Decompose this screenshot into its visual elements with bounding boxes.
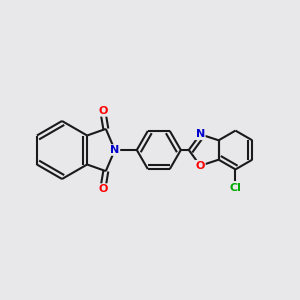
Text: Cl: Cl bbox=[230, 183, 242, 194]
Text: N: N bbox=[196, 129, 205, 139]
Text: O: O bbox=[196, 161, 205, 171]
Text: O: O bbox=[98, 184, 107, 194]
Text: O: O bbox=[98, 106, 107, 116]
Text: N: N bbox=[110, 145, 119, 155]
